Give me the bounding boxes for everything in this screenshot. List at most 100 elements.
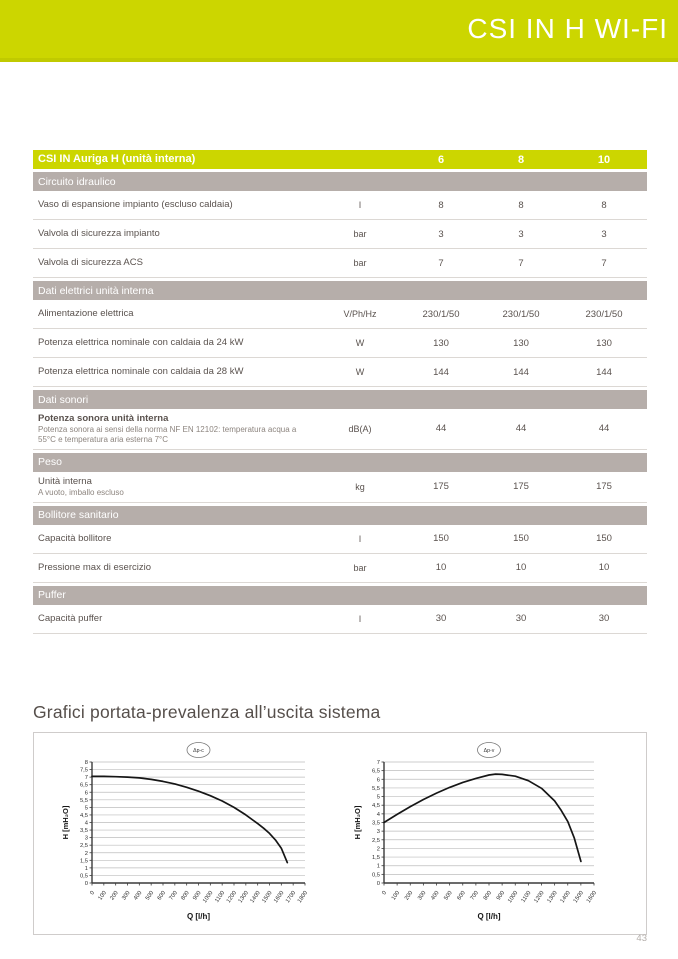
row-value: 175 (596, 481, 612, 493)
svg-text:1200: 1200 (226, 890, 238, 904)
svg-text:1100: 1100 (520, 890, 532, 904)
svg-text:1000: 1000 (202, 890, 214, 904)
table-section-header-label: Dati elettrici unità interna (38, 284, 154, 297)
svg-text:0: 0 (89, 890, 96, 896)
svg-text:0: 0 (85, 881, 88, 887)
svg-text:800: 800 (483, 890, 493, 901)
row-label: Capacità bollitore (38, 532, 112, 544)
charts-box: 0 0,5 1 1,5 2 2,5 3 3,5 4 4,5 5 5,5 6 6,5 7 7,5 8 0 100 200… (33, 731, 647, 935)
row-value: 150 (513, 533, 529, 545)
row-label: Capacità puffer (38, 612, 103, 624)
table-row: Potenza elettrica nominale con caldaia d… (33, 358, 647, 387)
svg-text:8: 8 (85, 760, 88, 766)
row-unit: W (355, 338, 365, 348)
table-section-header-label: Peso (38, 456, 62, 469)
row-value: 3 (438, 228, 444, 240)
table-row: Pressione max di esercizio bar 10 10 10 (33, 554, 647, 583)
svg-text:500: 500 (145, 890, 155, 901)
row-label-cell: Potenza elettrica nominale con caldaia d… (33, 362, 319, 382)
svg-text:1: 1 (85, 866, 88, 872)
svg-text:0,5: 0,5 (80, 873, 88, 879)
svg-text:1600: 1600 (586, 890, 598, 904)
row-unit: W (355, 367, 365, 377)
table-row: Capacità bollitore l 150 150 150 (33, 525, 647, 554)
row-value: 150 (433, 533, 449, 545)
row-value: 175 (433, 481, 449, 493)
row-value: 10 (435, 562, 447, 574)
svg-text:200: 200 (404, 890, 414, 901)
svg-text:3,5: 3,5 (372, 820, 380, 826)
charts-section-title: Grafici portata-prevalenza all’uscita si… (33, 701, 381, 722)
svg-text:200: 200 (109, 890, 119, 901)
svg-text:400: 400 (133, 890, 143, 901)
svg-text:5: 5 (85, 805, 88, 811)
chart-svg-Δp-v: 00,511,522,533,544,555,566,570 100 200 300 4… (353, 741, 598, 921)
row-value: 8 (518, 199, 524, 211)
page-content: CSI IN Auriga H (unità interna) 6 8 10 C… (33, 63, 647, 935)
row-label: Valvola di sicurezza impianto (38, 228, 160, 240)
table-section-header: Dati elettrici unità interna (33, 281, 647, 300)
svg-text:6: 6 (377, 777, 380, 783)
row-value: 8 (438, 199, 444, 211)
spec-table: CSI IN Auriga H (unità interna) 6 8 10 C… (33, 150, 647, 634)
row-value: 7 (518, 257, 524, 269)
row-label-cell: Vaso di espansione impianto (escluso cal… (33, 195, 319, 215)
row-value: 7 (438, 257, 444, 269)
svg-text:2,5: 2,5 (80, 843, 88, 849)
table-section-header: Puffer (33, 585, 647, 605)
row-value: 144 (513, 366, 529, 378)
svg-text:5,5: 5,5 (372, 786, 380, 792)
svg-text:0,5: 0,5 (372, 872, 380, 878)
svg-text:5: 5 (377, 794, 380, 800)
svg-text:6,5: 6,5 (80, 782, 88, 788)
table-row: Potenza sonora unità interna Potenza sono… (33, 409, 647, 450)
svg-text:6,5: 6,5 (372, 768, 380, 774)
row-value: 130 (513, 337, 529, 349)
chart-badge-icon (186, 741, 211, 758)
page-header-banner: CSI IN H WI-FI (0, 0, 678, 62)
svg-text:300: 300 (417, 890, 427, 901)
row-label: Vaso di espansione impianto (escluso cal… (38, 199, 233, 211)
table-section-header-label: Dati sonori (38, 393, 89, 406)
svg-text:2: 2 (377, 846, 380, 852)
row-label-cell: Capacità puffer (33, 609, 319, 629)
row-unit: dB(A) (348, 423, 372, 434)
svg-text:1300: 1300 (238, 890, 250, 904)
svg-text:Q [l/h]: Q [l/h] (477, 912, 500, 921)
svg-text:1000: 1000 (507, 890, 519, 904)
table-body: Circuito idraulico Vaso di espansione imp… (33, 172, 647, 634)
row-unit: V/Ph/Hz (343, 309, 377, 319)
svg-text:1500: 1500 (573, 890, 585, 904)
row-value: 3 (518, 228, 524, 240)
row-value: 230/1/50 (502, 308, 540, 320)
row-value: 230/1/50 (422, 308, 460, 320)
table-section-header-label: Puffer (38, 589, 66, 602)
svg-text:4: 4 (377, 812, 381, 818)
row-value: 175 (513, 481, 529, 493)
svg-text:1700: 1700 (285, 890, 297, 904)
row-label-cell: Capacità bollitore (33, 529, 319, 549)
svg-text:100: 100 (98, 890, 108, 901)
row-unit: l (359, 533, 361, 544)
row-label: Potenza elettrica nominale con caldaia d… (38, 337, 244, 349)
svg-text:800: 800 (180, 890, 190, 901)
svg-text:1100: 1100 (214, 890, 226, 904)
table-title-row: CSI IN Auriga H (unità interna) 6 8 10 (33, 150, 647, 169)
row-label: Unità interna (38, 475, 92, 487)
page-number: 43 (636, 933, 647, 944)
svg-text:300: 300 (121, 890, 131, 901)
svg-text:1500: 1500 (261, 890, 273, 904)
svg-text:Q [l/h]: Q [l/h] (187, 912, 210, 921)
row-label: Alimentazione elettrica (38, 308, 134, 320)
row-label-cell: Valvola di sicurezza impianto (33, 224, 319, 244)
row-unit: bar (353, 562, 367, 573)
table-row: Capacità puffer l 30 30 30 (33, 605, 647, 634)
row-value: 144 (596, 366, 612, 378)
row-value: 130 (596, 337, 612, 349)
svg-text:0: 0 (381, 890, 388, 896)
svg-text:2,5: 2,5 (372, 838, 380, 844)
table-section-header-label: Bollitore sanitario (38, 509, 119, 522)
svg-text:400: 400 (430, 890, 440, 901)
row-unit: bar (353, 229, 367, 239)
table-section-header-label: Circuito idraulico (38, 175, 116, 188)
